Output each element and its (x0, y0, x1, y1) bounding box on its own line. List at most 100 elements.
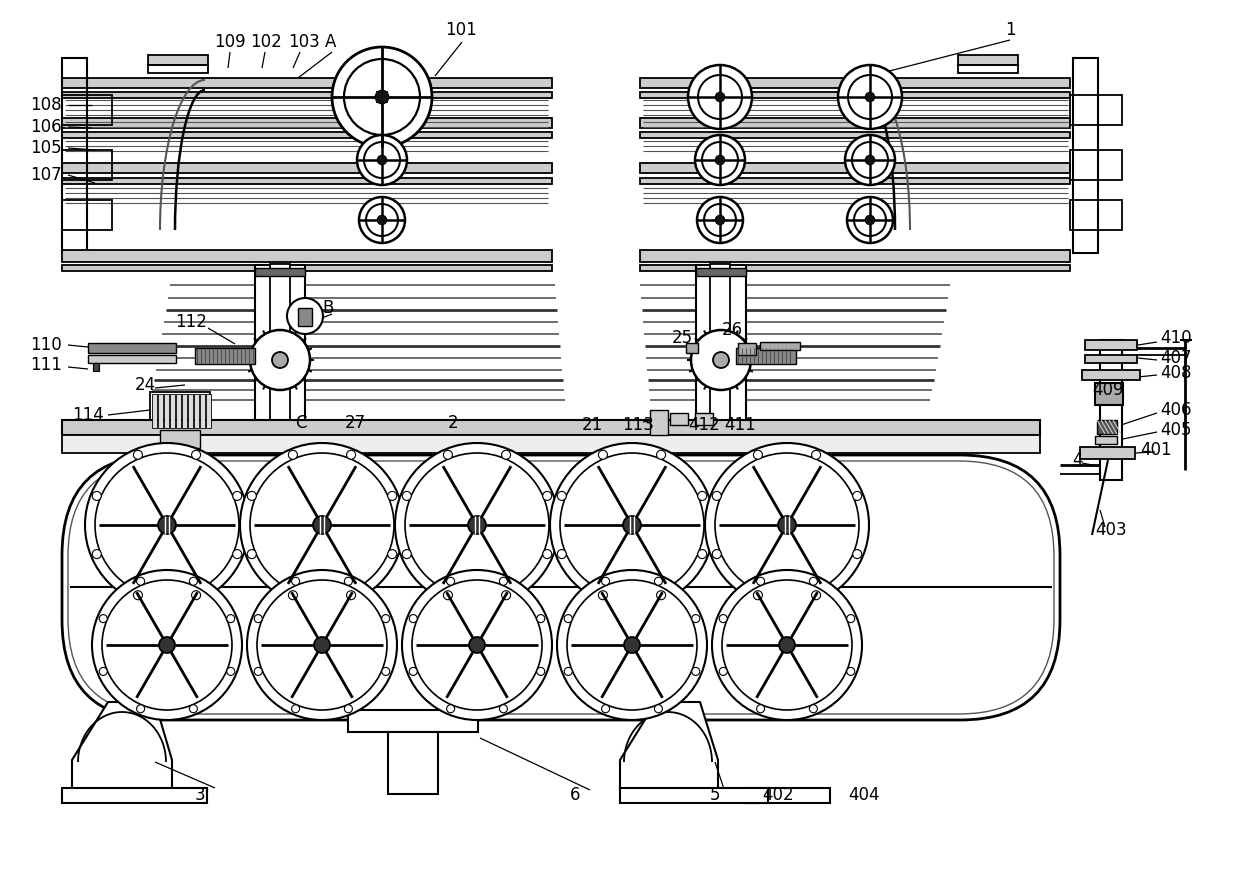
Circle shape (343, 59, 420, 135)
Circle shape (227, 667, 234, 675)
Circle shape (537, 614, 544, 622)
Text: 110: 110 (30, 336, 62, 354)
Circle shape (254, 614, 262, 622)
Circle shape (86, 443, 249, 607)
Bar (270, 264, 290, 440)
Bar (62, 178, 552, 184)
Circle shape (357, 135, 407, 185)
Circle shape (92, 491, 102, 500)
Text: 2: 2 (448, 414, 459, 432)
Circle shape (719, 614, 727, 622)
Circle shape (557, 550, 567, 558)
Circle shape (756, 577, 765, 585)
Circle shape (697, 197, 743, 243)
Bar (640, 178, 1070, 184)
Text: 107: 107 (30, 166, 62, 184)
Circle shape (500, 704, 507, 712)
Circle shape (192, 450, 201, 459)
Circle shape (543, 550, 552, 558)
Circle shape (136, 577, 145, 585)
Circle shape (706, 443, 869, 607)
Text: 6: 6 (570, 786, 580, 804)
Text: 111: 111 (30, 356, 62, 374)
Bar (255, 268, 305, 276)
Circle shape (347, 590, 356, 600)
Circle shape (227, 614, 234, 622)
Circle shape (712, 491, 722, 500)
Circle shape (190, 577, 197, 585)
Bar (715, 156, 724, 164)
Bar (378, 156, 386, 164)
Bar (1073, 58, 1097, 253)
Text: 27: 27 (345, 414, 366, 432)
Bar (153, 394, 157, 428)
Bar (62, 58, 87, 253)
Text: 103: 103 (288, 33, 320, 51)
Text: 3: 3 (195, 786, 206, 804)
Bar (62, 163, 552, 173)
Bar (62, 788, 207, 803)
Circle shape (866, 156, 874, 164)
Circle shape (396, 443, 559, 607)
Circle shape (712, 570, 862, 720)
Circle shape (254, 667, 262, 675)
Bar (640, 92, 1070, 98)
Circle shape (847, 197, 893, 243)
Text: 21: 21 (582, 416, 603, 434)
Circle shape (866, 216, 874, 224)
FancyBboxPatch shape (62, 455, 1060, 720)
Circle shape (469, 637, 485, 653)
Circle shape (601, 577, 610, 585)
Circle shape (557, 570, 707, 720)
Circle shape (866, 93, 874, 101)
Circle shape (698, 550, 707, 558)
Text: C: C (295, 414, 306, 432)
Text: 114: 114 (72, 406, 104, 424)
Circle shape (702, 142, 738, 178)
Circle shape (838, 65, 901, 129)
Bar (62, 265, 552, 271)
Bar (193, 394, 198, 428)
Circle shape (848, 75, 892, 119)
Text: 108: 108 (30, 96, 62, 114)
Text: 412: 412 (688, 416, 719, 434)
Bar (745, 788, 830, 803)
Circle shape (134, 450, 143, 459)
Circle shape (715, 453, 859, 597)
Text: 402: 402 (763, 786, 794, 804)
Circle shape (247, 570, 397, 720)
Circle shape (289, 590, 298, 600)
Bar (1100, 340, 1122, 480)
Circle shape (446, 704, 455, 712)
Bar (696, 265, 746, 440)
Bar (737, 348, 796, 364)
Bar (1070, 200, 1122, 230)
Text: B: B (322, 299, 334, 317)
Text: A: A (325, 33, 336, 51)
Circle shape (502, 590, 511, 600)
Bar (157, 394, 162, 428)
Bar (200, 394, 205, 428)
Text: 113: 113 (622, 416, 653, 434)
Bar (62, 92, 552, 98)
Circle shape (655, 577, 662, 585)
Bar (255, 265, 305, 440)
Circle shape (754, 450, 763, 459)
Circle shape (777, 516, 796, 534)
Bar (696, 268, 746, 276)
Text: 105: 105 (30, 139, 62, 157)
Text: 112: 112 (175, 313, 207, 331)
Circle shape (99, 667, 107, 675)
Bar (760, 342, 800, 350)
Circle shape (712, 550, 722, 558)
Bar (188, 394, 193, 428)
Bar (62, 420, 1040, 435)
Circle shape (810, 704, 817, 712)
Bar (62, 150, 112, 180)
Circle shape (99, 614, 107, 622)
Text: 411: 411 (724, 416, 755, 434)
Circle shape (314, 637, 330, 653)
Circle shape (360, 197, 405, 243)
Bar (93, 363, 99, 371)
Circle shape (692, 614, 699, 622)
